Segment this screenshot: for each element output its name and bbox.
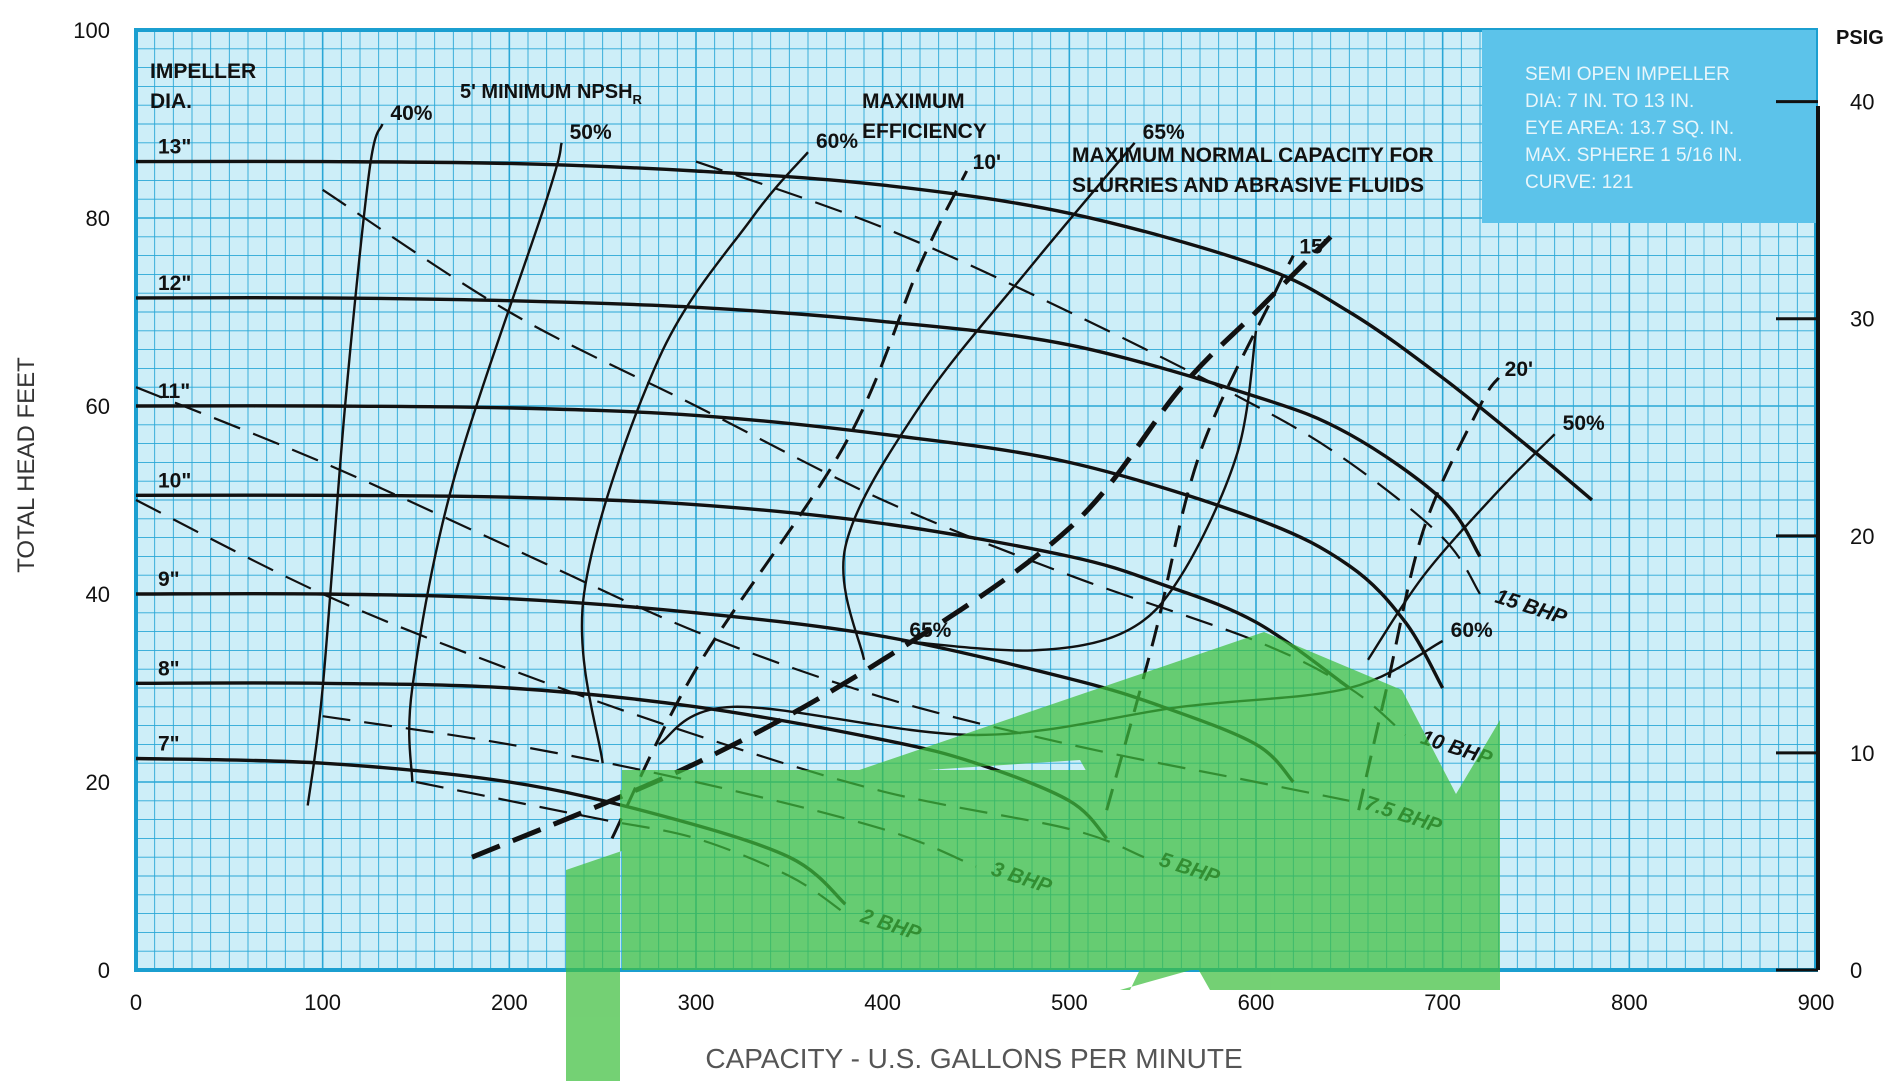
efficiency-curve xyxy=(306,123,384,806)
impeller-curve xyxy=(135,404,1445,689)
x-axis-label: CAPACITY - U.S. GALLONS PER MINUTE xyxy=(705,1043,1242,1074)
psig-tick-label: 40 xyxy=(1850,90,1874,115)
impeller-label: 8" xyxy=(158,657,180,680)
npsh-label: 20' xyxy=(1505,358,1533,381)
x-tick-label: 100 xyxy=(304,990,341,1015)
y-axis-ticks: 0 20 40 60 80 100 xyxy=(73,18,110,983)
x-tick-label: 200 xyxy=(491,990,528,1015)
watermark xyxy=(566,632,1500,1081)
bhp-curve xyxy=(695,160,1481,595)
efficiency-label: 50% xyxy=(1563,412,1605,435)
y-tick-label: 60 xyxy=(86,394,110,419)
psig-axis-ticks: 0 10 20 30 40 xyxy=(1776,90,1874,983)
impeller-curve xyxy=(135,159,1594,502)
x-tick-label: 600 xyxy=(1238,990,1275,1015)
efficiency-curve-right xyxy=(580,151,809,764)
npsh-heading-subscript: R xyxy=(633,92,643,107)
info-line-3: EYE AREA: 13.7 SQ. IN. xyxy=(1525,118,1734,139)
impeller-label: 11" xyxy=(158,380,190,403)
efficiency-label: 60% xyxy=(816,130,858,153)
y-tick-label: 40 xyxy=(86,582,110,607)
x-axis-ticks: 0 100 200 300 400 500 600 700 800 900 xyxy=(130,990,1834,1015)
impeller-label: 13" xyxy=(158,136,191,159)
npsh-heading-text: 5' MINIMUM NPSH xyxy=(460,81,633,103)
efficiency-label: 50% xyxy=(570,121,612,144)
impeller-label: 10" xyxy=(158,469,191,492)
y-tick-label: 0 xyxy=(98,958,110,983)
psig-tick-label: 30 xyxy=(1850,307,1874,332)
impeller-heading-1: IMPELLER xyxy=(150,60,256,83)
info-line-1: SEMI OPEN IMPELLER xyxy=(1525,64,1730,85)
slurry-heading-2: SLURRIES AND ABRASIVE FLUIDS xyxy=(1072,174,1424,197)
psig-tick-label: 20 xyxy=(1850,524,1874,549)
efficiency-label: 40% xyxy=(390,102,432,125)
x-tick-label: 900 xyxy=(1798,990,1835,1015)
efficiency-curve xyxy=(408,142,563,783)
x-tick-label: 800 xyxy=(1611,990,1648,1015)
watermark-arrow-shape xyxy=(566,632,1500,1081)
x-tick-label: 300 xyxy=(678,990,715,1015)
y-tick-label: 80 xyxy=(86,206,110,231)
info-line-4: MAX. SPHERE 1 5/16 IN. xyxy=(1525,145,1743,166)
max-efficiency-heading-2: EFFICIENCY xyxy=(862,120,987,143)
x-tick-label: 500 xyxy=(1051,990,1088,1015)
efficiency-label: 60% xyxy=(1451,619,1493,642)
y-axis-label: TOTAL HEAD FEET xyxy=(13,357,40,573)
impeller-heading-2: DIA. xyxy=(150,90,192,113)
info-box xyxy=(1482,30,1816,223)
max-efficiency-heading-1: MAXIMUM xyxy=(862,90,965,113)
x-tick-label: 700 xyxy=(1424,990,1461,1015)
efficiency-curve xyxy=(842,142,1136,661)
slurry-heading-1: MAXIMUM NORMAL CAPACITY FOR xyxy=(1072,144,1434,167)
npsh-label: 10' xyxy=(973,151,1001,174)
x-tick-label: 400 xyxy=(864,990,901,1015)
npsh-curve xyxy=(1105,254,1295,811)
impeller-curve xyxy=(135,295,1482,558)
info-line-2: DIA: 7 IN. TO 13 IN. xyxy=(1525,91,1694,112)
impeller-label: 12" xyxy=(158,272,191,295)
bhp-curve xyxy=(135,386,1350,802)
impeller-label: 9" xyxy=(158,568,180,591)
watermark-block xyxy=(622,770,1252,970)
psig-tick-label: 10 xyxy=(1850,741,1874,766)
y-tick-label: 100 xyxy=(73,18,110,43)
impeller-label: 7" xyxy=(158,733,180,756)
efficiency-label: 65% xyxy=(1143,121,1185,144)
info-line-5: CURVE: 121 xyxy=(1525,172,1633,193)
npsh-label: 15' xyxy=(1299,236,1327,259)
impeller-curve xyxy=(135,493,1351,690)
npsh-heading: 5' MINIMUM NPSHR xyxy=(460,81,643,107)
psig-axis-label: PSIG xyxy=(1836,27,1884,49)
efficiency-curve-right xyxy=(1366,433,1556,661)
psig-tick-label: 0 xyxy=(1850,958,1862,983)
x-tick-label: 0 xyxy=(130,990,142,1015)
y-tick-label: 20 xyxy=(86,770,110,795)
npsh-curve xyxy=(610,170,969,840)
